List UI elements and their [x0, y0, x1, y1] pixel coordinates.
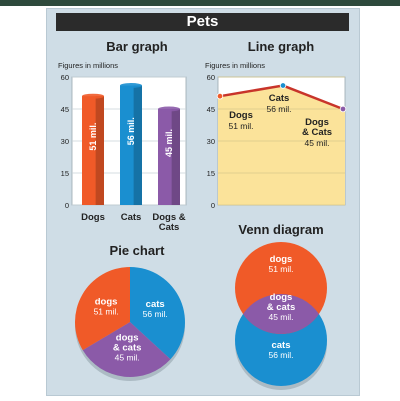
pie-chart-title: Pie chart: [109, 243, 165, 258]
line-point-value-0: 51 mil.: [228, 121, 253, 131]
line-chart-title: Line graph: [247, 39, 315, 54]
venn-set-value-0: 51 mil.: [268, 264, 293, 274]
pie-slice-name-2: dogs & cats: [113, 332, 142, 353]
pie-slice-value-0: 51 mil.: [94, 306, 119, 316]
bar-shade-0: [95, 96, 104, 205]
bar-chart-title: Bar graph: [106, 39, 168, 54]
bar-y-tick-label: 60: [61, 73, 69, 82]
page-title: Pets: [56, 13, 349, 31]
pie-slice-name-0: dogs: [95, 296, 118, 307]
venn-set-name-0: dogs: [270, 254, 293, 265]
line-point-name-0: Dogs: [229, 110, 253, 121]
line-point-1: [279, 82, 287, 89]
bar-value-label-0: 51 mil.: [88, 123, 98, 151]
venn-diagram-title: Venn diagram: [238, 222, 324, 237]
bar-value-label-1: 56 mil.: [126, 117, 136, 145]
line-point-name-2: Dogs & Cats: [302, 117, 332, 138]
line-y-tick-label: 30: [207, 137, 215, 146]
line-y-tick-label: 15: [207, 169, 215, 178]
bar-value-label-2: 45 mil.: [164, 129, 174, 157]
line-area-fill: [218, 85, 345, 205]
bar-cap-2: [158, 106, 180, 112]
line-point-value-2: 45 mil.: [304, 138, 329, 148]
venn-set-name-1: dogs & cats: [267, 292, 296, 313]
line-y-axis-label: Figures in millions: [205, 61, 265, 70]
bar-category-label-1: Cats: [121, 212, 142, 223]
bar-shade-2: [171, 109, 180, 205]
bar-category-label-2: Dogs & Cats: [152, 212, 185, 233]
bar-cap-0: [82, 93, 104, 99]
bar-y-tick-label: 15: [61, 169, 69, 178]
line-y-tick-label: 0: [211, 201, 215, 210]
bar-shade-1: [133, 85, 142, 205]
bar-category-label-0: Dogs: [81, 212, 105, 223]
venn-set-value-2: 56 mil.: [268, 350, 293, 360]
pie-slice-2: [82, 322, 171, 377]
venn-set-value-1: 45 mil.: [268, 312, 293, 322]
venn-overlap: [243, 294, 319, 334]
line-point-name-1: Cats: [269, 93, 290, 104]
top-strip: [0, 0, 400, 6]
pie-slice-name-1: cats: [146, 299, 165, 310]
bar-y-tick-label: 30: [61, 137, 69, 146]
line-point-2: [339, 105, 347, 113]
pie-slice-value-1: 56 mil.: [143, 309, 168, 319]
bar-y-axis-label: Figures in millions: [58, 61, 118, 70]
pie-slice-0: [74, 267, 130, 351]
venn-set-name-2: cats: [271, 340, 290, 351]
bar-cap-1: [120, 83, 142, 89]
line-point-value-1: 56 mil.: [266, 104, 291, 114]
bar-y-tick-label: 0: [65, 201, 69, 210]
line-y-tick-label: 45: [207, 105, 215, 114]
line-y-tick-label: 60: [207, 73, 215, 82]
line-point-0: [216, 92, 224, 100]
bar-y-tick-label: 45: [61, 105, 69, 114]
pie-slice-value-2: 45 mil.: [115, 352, 140, 362]
pie-slice-1: [130, 267, 186, 360]
